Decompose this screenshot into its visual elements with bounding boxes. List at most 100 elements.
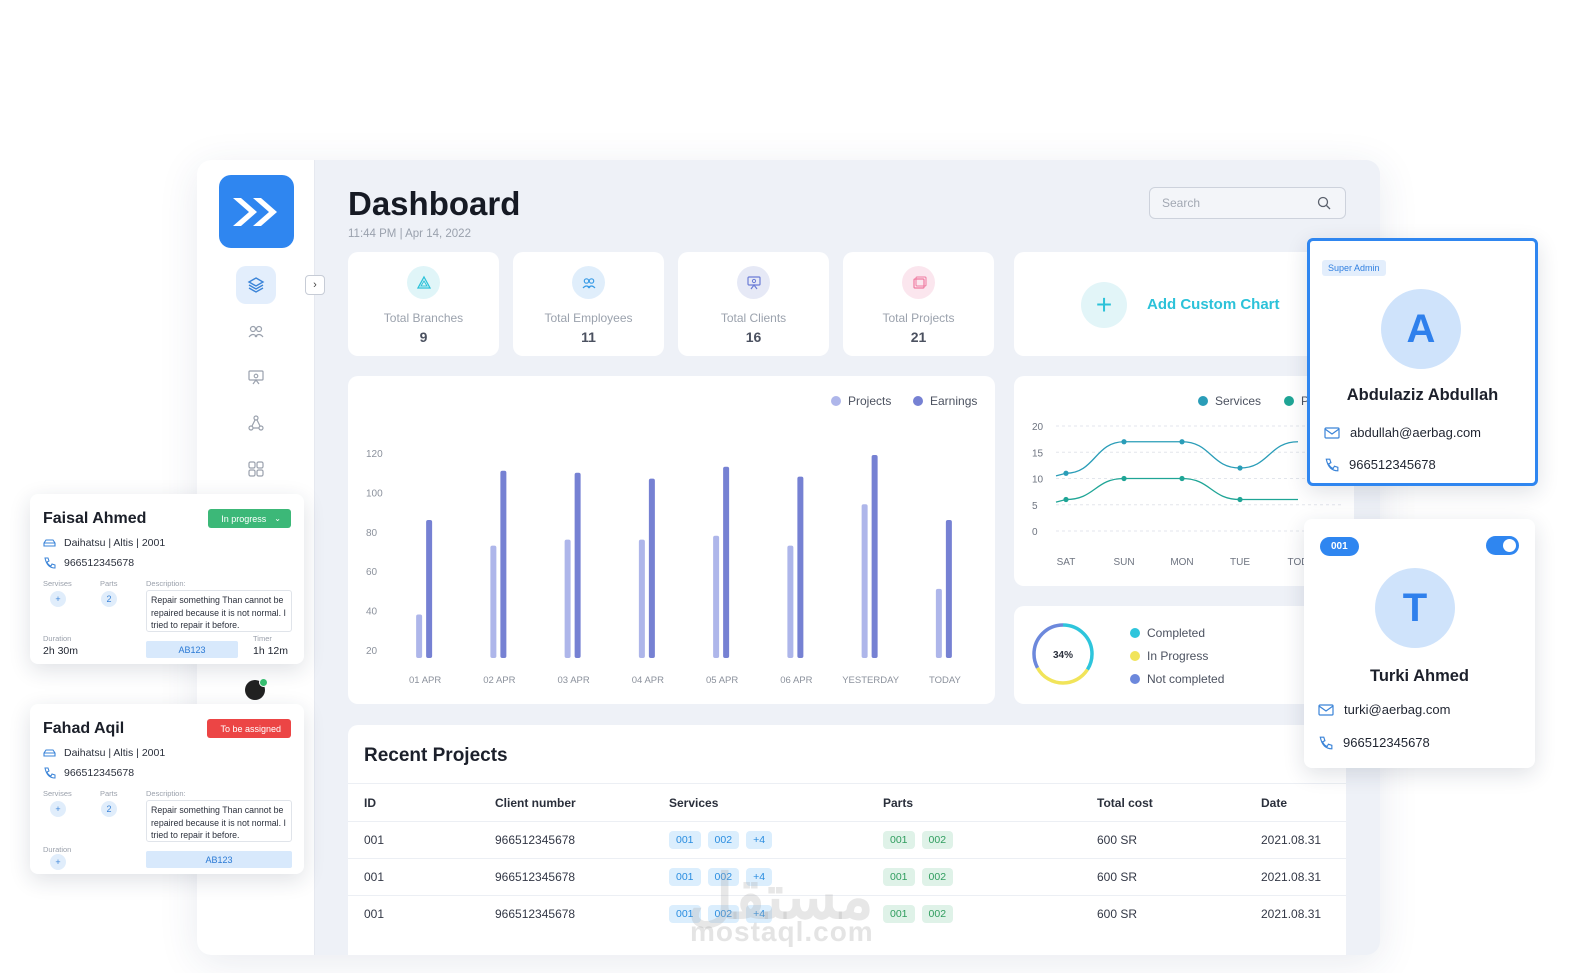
cell-parts-chip[interactable]: 002 bbox=[921, 831, 954, 849]
add-service-button[interactable]: + bbox=[50, 801, 66, 817]
x-tick-label: SAT bbox=[1057, 557, 1076, 568]
cell-parts-chip[interactable]: 001 bbox=[883, 868, 915, 886]
bar-projects bbox=[861, 504, 868, 658]
cell-parts-chip[interactable]: 001 bbox=[883, 905, 915, 924]
add-custom-chart-label[interactable]: Add Custom Chart bbox=[1147, 296, 1280, 313]
x-tick-label: 02 APR bbox=[483, 675, 515, 686]
bar-projects bbox=[564, 539, 571, 658]
job-card-faisal[interactable]: Faisal Ahmed In progress ⌄ Daihatsu | Alt… bbox=[30, 494, 304, 664]
timer-label: Timer bbox=[253, 634, 272, 643]
job-card-fahad[interactable]: Fahad Aqil To be assigned Daihatsu | Alt… bbox=[30, 704, 304, 874]
legend-projects[interactable]: Projects bbox=[831, 394, 891, 408]
legend-label: P bbox=[1301, 394, 1310, 408]
cell-client-number: 966512345678 bbox=[479, 858, 653, 896]
add-service-button[interactable]: + bbox=[50, 591, 66, 607]
cell-services-chip[interactable]: 002 bbox=[707, 868, 740, 886]
data-point bbox=[1121, 439, 1127, 445]
legend-earnings[interactable]: Earnings bbox=[913, 394, 977, 408]
x-tick-label: MON bbox=[1170, 557, 1193, 568]
donut-slice-in-progress bbox=[1032, 623, 1094, 685]
stat-total-branches[interactable]: Total Branches 9 bbox=[348, 252, 499, 356]
profile-name: Abdulaziz Abdullah bbox=[1346, 386, 1499, 404]
cell-services-chip[interactable]: +4 bbox=[746, 905, 773, 924]
col-services[interactable]: Services bbox=[653, 783, 867, 822]
cell-id: 001 bbox=[348, 858, 479, 896]
data-point bbox=[1179, 439, 1185, 445]
car-text: Daihatsu | Altis | 2001 bbox=[64, 747, 166, 759]
stat-total-projects[interactable]: Total Projects 21 bbox=[843, 252, 994, 356]
x-tick-label: TOD bbox=[1288, 557, 1309, 568]
page-datetime: 11:44 PM | Apr 14, 2022 bbox=[348, 228, 471, 240]
cell-services-chip[interactable]: +4 bbox=[746, 868, 773, 886]
car-icon bbox=[43, 538, 56, 547]
job-code[interactable]: AB123 bbox=[146, 641, 238, 658]
sidebar-collapse-button[interactable]: › bbox=[305, 275, 325, 295]
status-dropdown[interactable]: In progress ⌄ bbox=[208, 509, 291, 528]
legend-swatch bbox=[1198, 396, 1208, 406]
job-code[interactable]: AB123 bbox=[146, 851, 292, 868]
user-avatar[interactable] bbox=[245, 678, 268, 700]
y-tick-label: 10 bbox=[1032, 475, 1044, 486]
bar-earnings bbox=[500, 470, 507, 658]
cell-services-chip[interactable]: 001 bbox=[669, 868, 701, 886]
x-tick-label: 04 APR bbox=[632, 675, 664, 686]
watermark-latin: mostaql.com bbox=[690, 916, 874, 947]
add-custom-chart-card[interactable]: + Add Custom Chart bbox=[1014, 252, 1354, 356]
users-icon bbox=[572, 266, 605, 299]
cell-services-chip[interactable]: 002 bbox=[707, 831, 740, 849]
col-total-cost[interactable]: Total cost bbox=[1081, 783, 1245, 822]
cell-services-chip[interactable]: 001 bbox=[669, 905, 701, 924]
add-duration-button[interactable]: + bbox=[50, 854, 66, 870]
table-row[interactable]: 001 966512345678 001 002 +4 001 002 600 SR 2021.… bbox=[348, 821, 1346, 859]
profile-phone[interactable]: 966512345678 bbox=[1318, 735, 1430, 750]
status-badge[interactable]: To be assigned bbox=[207, 719, 291, 738]
nav-grid[interactable] bbox=[236, 450, 276, 488]
description-text[interactable]: Repair something Than cannot be repaired… bbox=[146, 800, 292, 842]
profile-card-turki[interactable]: 001 T Turki Ahmed turki@aerbag.com 96651… bbox=[1304, 519, 1535, 768]
mail-icon bbox=[1318, 703, 1334, 716]
cell-parts: 001 002 bbox=[867, 895, 1081, 933]
network-icon bbox=[248, 415, 264, 431]
cell-parts-chip[interactable]: 002 bbox=[921, 868, 954, 886]
table-row[interactable]: 001 966512345678 001 002 +4 001 002 600 SR 2021.… bbox=[348, 858, 1346, 896]
series-line-services bbox=[1055, 441, 1299, 477]
profile-email[interactable]: turki@aerbag.com bbox=[1318, 702, 1450, 717]
nav-network[interactable] bbox=[236, 404, 276, 442]
bar-earnings bbox=[426, 519, 433, 658]
search-icon[interactable] bbox=[1317, 196, 1331, 210]
nav-users[interactable] bbox=[236, 312, 276, 350]
plus-icon[interactable]: + bbox=[1081, 282, 1127, 328]
stat-value: 9 bbox=[419, 329, 428, 345]
stat-total-employees[interactable]: Total Employees 11 bbox=[513, 252, 664, 356]
col-client-number[interactable]: Client number bbox=[479, 783, 653, 822]
legend-second-series[interactable]: P bbox=[1284, 394, 1309, 408]
nav-clients[interactable] bbox=[236, 358, 276, 396]
duration-label: Duration bbox=[43, 634, 72, 643]
role-badge: Super Admin bbox=[1322, 260, 1386, 276]
cell-services-chip[interactable]: 002 bbox=[707, 905, 740, 924]
stat-total-clients[interactable]: Total Clients 16 bbox=[678, 252, 829, 356]
cell-parts-chip[interactable]: 002 bbox=[921, 905, 954, 924]
legend-services[interactable]: Services bbox=[1198, 394, 1261, 408]
cell-services-chip[interactable]: 001 bbox=[669, 831, 701, 849]
status-label: In progress bbox=[221, 513, 267, 524]
app-logo[interactable] bbox=[219, 175, 294, 248]
nav-layers[interactable] bbox=[236, 266, 276, 304]
table-row[interactable]: 001 966512345678 001 002 +4 001 002 600 SR 2021.… bbox=[348, 895, 1346, 933]
cell-services-chip[interactable]: +4 bbox=[746, 831, 773, 849]
chevron-right-icon: › bbox=[313, 279, 317, 291]
profile-card-abdulaziz[interactable]: Super Admin A Abdulaziz Abdullah abdulla… bbox=[1307, 238, 1538, 486]
search-box[interactable]: Search bbox=[1149, 187, 1346, 219]
col-parts[interactable]: Parts bbox=[867, 783, 1081, 822]
stat-label: Total Clients bbox=[720, 311, 787, 325]
data-point bbox=[1237, 496, 1243, 503]
duration-label: Duration bbox=[43, 845, 72, 854]
profile-phone[interactable]: 966512345678 bbox=[1324, 457, 1436, 472]
col-date[interactable]: Date bbox=[1245, 783, 1346, 822]
bar-projects bbox=[787, 545, 794, 658]
cell-parts-chip[interactable]: 001 bbox=[883, 831, 915, 849]
active-toggle[interactable] bbox=[1486, 536, 1519, 555]
description-text[interactable]: Repair something Than cannot be repaired… bbox=[146, 590, 292, 632]
col-id[interactable]: ID bbox=[348, 783, 479, 822]
profile-email[interactable]: abdullah@aerbag.com bbox=[1324, 425, 1481, 440]
